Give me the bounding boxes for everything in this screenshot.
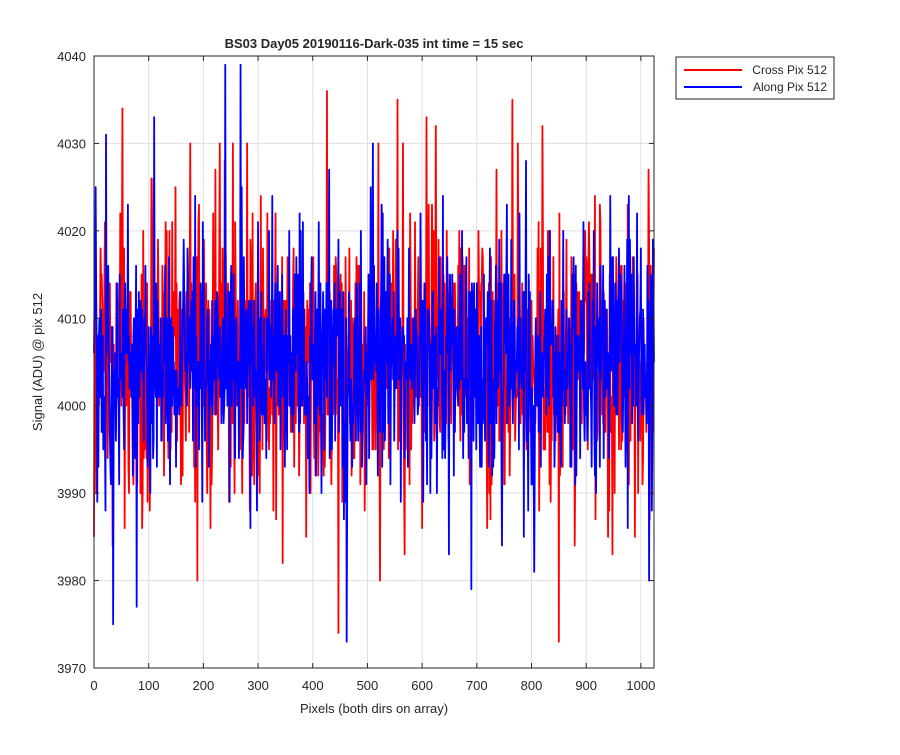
x-tick-label: 700 — [466, 678, 488, 693]
tick-layer: 0 100 200 300 400 500 600 700 800 900 1000 3970 3980… — [57, 49, 655, 693]
series-layer — [93, 63, 655, 643]
y-tick-label: 3970 — [57, 661, 86, 676]
x-tick-label: 1000 — [626, 678, 655, 693]
y-tick-label: 4030 — [57, 136, 86, 151]
legend-label-along: Along Pix 512 — [753, 80, 827, 94]
x-tick-label: 500 — [357, 678, 379, 693]
x-tick-label: 900 — [575, 678, 597, 693]
series-line-along — [93, 63, 655, 643]
x-tick-label: 800 — [521, 678, 543, 693]
x-tick-label: 100 — [138, 678, 160, 693]
x-tick-label: 300 — [247, 678, 269, 693]
x-tick-label: 600 — [411, 678, 433, 693]
y-tick-label: 3990 — [57, 486, 86, 501]
legend-box — [675, 56, 835, 100]
legend[interactable]: Cross Pix 512 Along Pix 512 — [675, 56, 835, 100]
x-tick-label: 200 — [193, 678, 215, 693]
legend-label-cross: Cross Pix 512 — [752, 63, 827, 77]
y-tick-label: 4020 — [57, 224, 86, 239]
y-tick-label: 4000 — [57, 399, 86, 414]
y-axis-label: Signal (ADU) @ pix 512 — [30, 293, 45, 431]
plot-frame — [93, 55, 655, 669]
chart-title: BS03 Day05 20190116-Dark-035 int time = … — [225, 36, 524, 51]
x-axis-label: Pixels (both dirs on array) — [300, 701, 448, 716]
y-tick-label: 3980 — [57, 574, 86, 589]
x-tick-label: 400 — [302, 678, 324, 693]
y-tick-label: 4010 — [57, 311, 86, 326]
x-tick-label: 0 — [90, 678, 97, 693]
y-tick-label: 4040 — [57, 49, 86, 64]
